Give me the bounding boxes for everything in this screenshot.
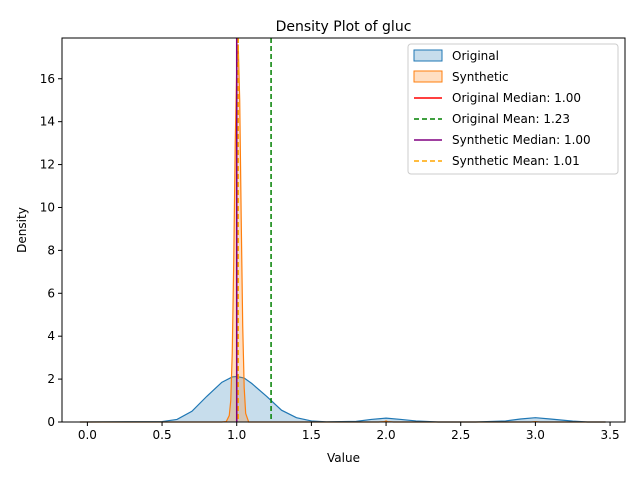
x-tick-label: 3.0 <box>526 428 545 442</box>
x-tick-label: 2.5 <box>451 428 470 442</box>
legend-label-synthetic-median-1-00: Synthetic Median: 1.00 <box>452 133 591 147</box>
chart-title: Density Plot of gluc <box>276 19 412 35</box>
legend-swatch-synthetic <box>413 70 443 83</box>
y-axis-label: Density <box>15 207 29 253</box>
legend-label-original-median-1-00: Original Median: 1.00 <box>452 91 581 105</box>
y-tick-label: 6 <box>47 286 55 300</box>
y-tick-label: 0 <box>47 415 55 429</box>
x-tick-label: 0.5 <box>153 428 172 442</box>
y-tick-label: 8 <box>47 243 55 257</box>
legend: Original Synthetic Original Median: 1.00 Or… <box>407 43 619 175</box>
legend-box <box>407 43 619 175</box>
density-area-original <box>79 376 606 422</box>
legend-swatch-original <box>413 49 443 62</box>
density-line-original <box>79 375 606 423</box>
x-tick-label: 0.0 <box>78 428 97 442</box>
x-tick-label: 3.5 <box>601 428 620 442</box>
y-tick-label: 2 <box>47 372 55 386</box>
x-tick-label: 1.5 <box>302 428 321 442</box>
legend-label-original: Original <box>452 49 499 63</box>
y-tick-label: 14 <box>40 115 55 129</box>
x-axis-label: Value <box>327 451 360 465</box>
y-tick-label: 12 <box>40 158 55 172</box>
legend-label-synthetic-mean-1-01: Synthetic Mean: 1.01 <box>452 154 580 168</box>
legend-label-synthetic: Synthetic <box>452 70 509 84</box>
x-tick-label: 2.0 <box>377 428 396 442</box>
legend-label-original-mean-1-23: Original Mean: 1.23 <box>452 112 570 126</box>
y-tick-label: 16 <box>40 72 55 86</box>
y-tick-label: 10 <box>40 200 55 214</box>
plot-frame <box>61 37 626 423</box>
x-tick-label: 1.0 <box>227 428 246 442</box>
y-tick-label: 4 <box>47 329 55 343</box>
